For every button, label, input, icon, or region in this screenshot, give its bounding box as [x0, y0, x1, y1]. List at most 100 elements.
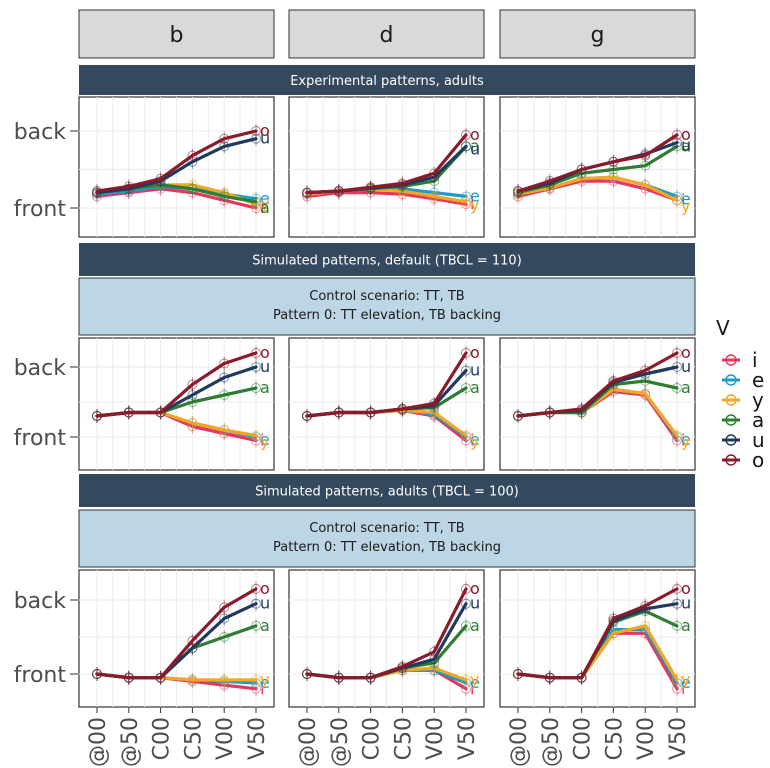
- row-subheader-line1-2: Control scenario: TT, TB: [309, 289, 464, 304]
- series-end-label-y: y: [681, 196, 690, 215]
- legend-label-u: u: [752, 428, 765, 452]
- y-tick-back-row-2: back: [14, 356, 67, 381]
- series-end-label-a: a: [470, 616, 480, 635]
- row-header-title-3: Simulated patterns, adults (TBCL = 100): [255, 485, 519, 500]
- series-end-label-o: o: [681, 125, 691, 144]
- x-tick-label-C00: C00: [360, 717, 385, 760]
- row-subheader-line1-3: Control scenario: TT, TB: [309, 521, 464, 536]
- column-strip-label-g: g: [591, 23, 605, 48]
- series-end-label-y: y: [260, 670, 269, 689]
- row-header-1: [79, 65, 695, 95]
- series-end-label-a: a: [681, 378, 691, 397]
- series-end-label-o: o: [260, 579, 270, 598]
- panel-b-row-2: iey auo: [78, 337, 275, 471]
- series-end-label-a: a: [260, 198, 270, 217]
- legend-marker-y: [725, 394, 737, 406]
- panel-d-row-1: iey auo: [288, 96, 485, 238]
- panel-g-row-3: iey auo: [499, 569, 696, 708]
- series-end-label-y: y: [470, 432, 479, 451]
- legend-marker-o: [725, 454, 737, 466]
- legend-marker-e: [725, 374, 737, 386]
- series-end-label-e: e: [681, 430, 691, 449]
- series-line-o: [95, 351, 258, 418]
- series-line-o: [95, 587, 258, 680]
- series-end-label-e: e: [681, 189, 691, 208]
- series-end-label-u: u: [260, 357, 270, 376]
- series-end-label-i: i: [260, 679, 264, 698]
- series-end-label-a: a: [470, 136, 480, 155]
- series-line-o: [305, 133, 468, 195]
- series-end-label-o: o: [470, 343, 480, 362]
- series-end-label-e: e: [470, 673, 480, 692]
- series-end-label-u: u: [681, 136, 691, 155]
- legend-label-a: a: [752, 408, 764, 432]
- row-subheader-2: [78, 277, 696, 336]
- series-end-label-a: a: [681, 616, 691, 635]
- column-strip-d: [288, 9, 485, 59]
- x-tick-label-V00: V00: [423, 717, 448, 760]
- x-tick-label-@00: @00: [86, 717, 111, 767]
- legend-marker-a: [725, 414, 737, 426]
- x-tick-label-@50: @50: [118, 717, 143, 767]
- series-end-label-e: e: [470, 430, 480, 449]
- column-strip-label-b: b: [170, 23, 184, 48]
- series-line-u: [95, 137, 258, 195]
- series-end-label-u: u: [470, 594, 480, 613]
- panel-d-row-3: iey auo: [288, 569, 485, 708]
- legend-item-i: i: [722, 348, 758, 372]
- series-end-label-u: u: [681, 357, 691, 376]
- y-tick-back-row-3: back: [14, 589, 67, 614]
- series-end-label-u: u: [470, 139, 480, 158]
- x-tick-label-V50: V50: [455, 717, 480, 760]
- x-tick-label-V00: V00: [213, 717, 238, 760]
- legend-item-o: o: [722, 448, 764, 472]
- x-tick-label-V00: V00: [634, 717, 659, 760]
- series-end-label-y: y: [470, 195, 479, 214]
- x-tick-label-@50: @50: [328, 717, 353, 767]
- x-tick-label-C00: C00: [571, 717, 596, 760]
- legend-marker-i: [725, 354, 737, 366]
- series-end-label-y: y: [470, 670, 479, 689]
- series-end-label-u: u: [260, 594, 270, 613]
- series-end-label-y: y: [681, 670, 690, 689]
- x-tick-label-@00: @00: [507, 717, 532, 767]
- series-end-label-o: o: [260, 121, 270, 140]
- series-end-label-i: i: [681, 431, 685, 450]
- series-end-label-e: e: [260, 430, 270, 449]
- x-tick-label-@50: @50: [539, 717, 564, 767]
- legend-label-i: i: [752, 348, 758, 372]
- legend-label-y: y: [752, 388, 764, 412]
- series-end-label-e: e: [470, 186, 480, 205]
- series-end-label-u: u: [260, 129, 270, 148]
- series-end-label-a: a: [681, 136, 691, 155]
- series-end-label-o: o: [470, 125, 480, 144]
- series-end-label-e: e: [260, 189, 270, 208]
- series-line-o: [516, 587, 679, 680]
- series-end-label-e: e: [681, 673, 691, 692]
- series-end-label-y: y: [260, 432, 269, 451]
- series-line-o: [305, 351, 468, 418]
- series-line-o: [516, 133, 679, 193]
- panel-g-row-1: iey auo: [499, 96, 696, 238]
- legend-item-u: u: [722, 428, 765, 452]
- series-end-label-u: u: [681, 594, 691, 613]
- column-strip-label-d: d: [380, 23, 394, 48]
- x-tick-label-C50: C50: [391, 717, 416, 760]
- series-end-label-o: o: [260, 343, 270, 362]
- x-tick-label-C50: C50: [602, 717, 627, 760]
- panel-b-row-3: iey auo: [78, 569, 275, 708]
- series-end-label-i: i: [260, 431, 264, 450]
- series-end-label-i: i: [681, 190, 685, 209]
- panel-d-row-2: iey auo: [288, 337, 485, 471]
- y-tick-front-row-3: front: [14, 663, 67, 688]
- series-line-o: [95, 129, 258, 193]
- series-end-label-u: u: [470, 361, 480, 380]
- series-line-i: [305, 191, 468, 206]
- series-end-label-i: i: [470, 194, 474, 213]
- y-tick-back-row-1: back: [14, 120, 67, 145]
- row-header-title-1: Experimental patterns, adults: [290, 74, 484, 89]
- legend-label-o: o: [752, 448, 764, 472]
- column-strip-g: [499, 9, 696, 59]
